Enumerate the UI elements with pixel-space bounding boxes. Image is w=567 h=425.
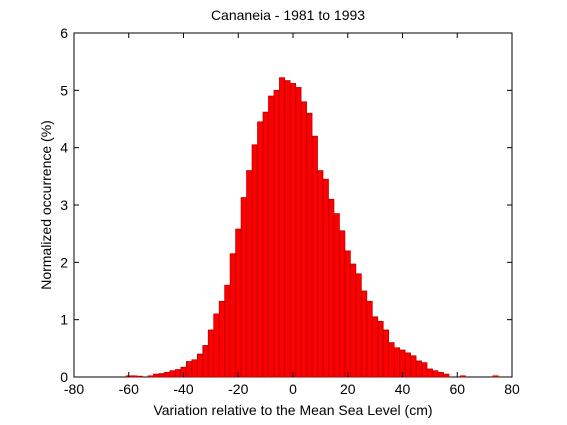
histogram-bar <box>366 300 373 378</box>
histogram-bar <box>328 198 335 378</box>
histogram-bar <box>284 80 291 378</box>
histogram-bar <box>339 230 346 378</box>
histogram-bar <box>185 361 192 378</box>
histogram-bar <box>306 112 313 378</box>
histogram-bar <box>437 372 444 378</box>
y-axis: 0 1 2 3 4 5 6 <box>60 25 512 385</box>
histogram-bar <box>175 369 182 378</box>
x-axis: -80 -60 -40 -20 0 20 40 60 80 <box>64 33 520 397</box>
x-tick-label: 40 <box>395 381 411 397</box>
histogram-bar <box>361 290 368 378</box>
chart-title: Cananeia - 1981 to 1993 <box>211 7 365 23</box>
histogram-bar <box>311 135 318 378</box>
histogram-bar <box>131 375 138 378</box>
histogram-bar <box>377 320 384 378</box>
x-tick-label: 0 <box>289 381 297 397</box>
histogram-bar <box>158 373 165 378</box>
histogram-bar <box>443 373 450 378</box>
histogram-bar <box>240 197 247 378</box>
x-tick-label: -60 <box>119 381 139 397</box>
y-tick-label: 2 <box>60 254 68 270</box>
histogram-bar <box>257 121 264 378</box>
histogram-bar <box>410 355 417 378</box>
bar-series <box>125 77 499 378</box>
histogram-bar <box>191 359 198 378</box>
histogram-bar <box>383 329 390 378</box>
histogram-bar <box>421 362 428 378</box>
histogram-bar <box>300 101 307 378</box>
histogram-bar <box>229 253 236 378</box>
histogram-bar <box>224 284 231 378</box>
histogram-bar <box>169 370 176 378</box>
histogram-bar <box>213 313 220 378</box>
x-tick-label: 20 <box>340 381 356 397</box>
histogram-bar <box>153 373 160 378</box>
y-tick-label: 5 <box>60 82 68 98</box>
y-tick-label: 4 <box>60 140 68 156</box>
histogram-bar <box>196 353 203 378</box>
x-tick-label: 60 <box>449 381 465 397</box>
x-tick-label: 80 <box>504 381 520 397</box>
y-tick-label: 1 <box>60 312 68 328</box>
histogram-bar <box>333 213 340 378</box>
histogram-bar <box>235 228 242 378</box>
histogram-bar <box>207 329 214 378</box>
histogram-bar <box>164 372 171 378</box>
histogram-bar <box>218 300 225 378</box>
histogram-bar <box>251 144 258 378</box>
histogram-bar <box>344 250 351 378</box>
histogram-bar <box>432 370 439 378</box>
y-axis-label: Normalized occurrence (%) <box>38 120 54 290</box>
histogram-bar <box>295 87 302 378</box>
histogram-bar <box>355 273 362 378</box>
histogram-bar <box>394 347 401 378</box>
histogram-bar <box>388 342 395 378</box>
histogram-bar <box>372 316 379 378</box>
histogram-bar <box>492 375 499 378</box>
histogram-bar <box>136 375 143 378</box>
x-tick-label: -80 <box>64 381 84 397</box>
histogram-bar <box>426 368 433 378</box>
histogram-bar <box>273 89 280 378</box>
histogram-bar <box>268 95 275 378</box>
x-tick-label: -20 <box>228 381 248 397</box>
y-tick-label: 3 <box>60 197 68 213</box>
histogram-bar <box>246 170 253 378</box>
histogram-bar <box>404 352 411 378</box>
histogram-bar <box>279 77 286 378</box>
histogram-bar <box>147 375 154 378</box>
histogram-bar <box>289 83 296 378</box>
x-axis-label: Variation relative to the Mean Sea Level… <box>153 402 432 418</box>
x-tick-label: -40 <box>173 381 193 397</box>
histogram-bar <box>459 375 466 378</box>
histogram-bar <box>262 111 269 378</box>
histogram-bar <box>202 345 209 378</box>
histogram-bar <box>415 360 422 378</box>
y-tick-label: 0 <box>60 369 68 385</box>
histogram-bar <box>317 170 324 378</box>
histogram-bar <box>350 263 357 378</box>
y-tick-label: 6 <box>60 25 68 41</box>
histogram-bar <box>322 178 329 378</box>
